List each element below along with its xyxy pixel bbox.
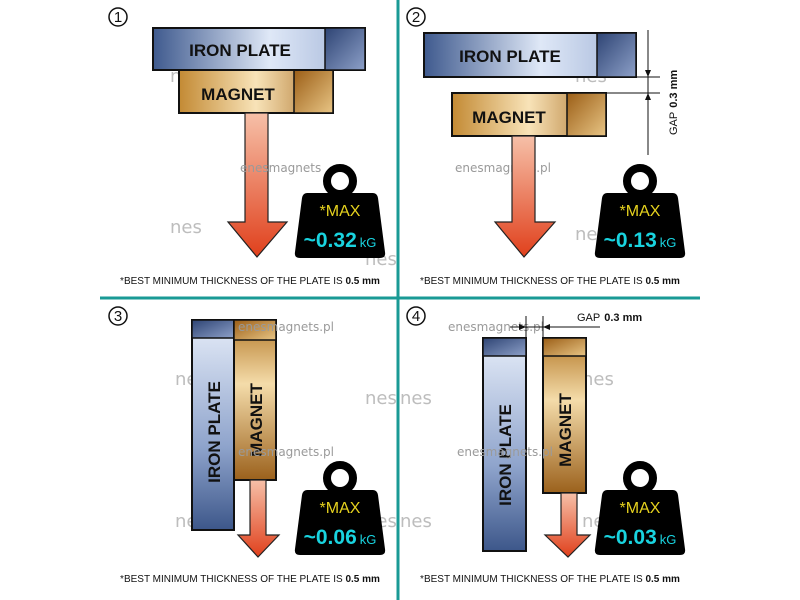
svg-text:MAGNET: MAGNET xyxy=(247,383,266,457)
panel-number-badge: 2 xyxy=(406,7,426,27)
svg-text:GAP0.3 mm: GAP0.3 mm xyxy=(577,312,642,324)
panel-1: 1 nes nes nes MAGNET IRON PLATE enesmagn… xyxy=(108,7,397,287)
footnote: *BEST MINIMUM THICKNESS OF THE PLATE IS … xyxy=(420,276,680,287)
magnet-block: MAGNET xyxy=(542,337,587,494)
svg-text:*MAX: *MAX xyxy=(620,500,661,517)
weight-icon: *MAX ~0.06 kG xyxy=(294,461,386,555)
gap-dimension: GAP0.3 mm xyxy=(606,30,680,155)
footnote: *BEST MINIMUM THICKNESS OF THE PLATE IS … xyxy=(120,276,380,287)
weight-icon: *MAX ~0.32 kG xyxy=(294,164,386,258)
footnote: *BEST MINIMUM THICKNESS OF THE PLATE IS … xyxy=(420,574,680,585)
watermark-text: enesmagnets.pl xyxy=(457,445,553,459)
iron-plate-block: IRON PLATE xyxy=(482,337,527,552)
iron-plate-block: IRON PLATE xyxy=(191,319,235,531)
magnet-block: MAGNET xyxy=(178,69,334,114)
weight-icon: *MAX ~0.03 kG xyxy=(594,461,686,555)
svg-text:1: 1 xyxy=(114,9,122,26)
panel-number-badge: 3 xyxy=(108,306,128,326)
svg-text:nes: nes xyxy=(400,388,432,409)
force-arrow xyxy=(236,479,281,558)
svg-text:4: 4 xyxy=(412,308,420,325)
watermark-text: enesmagnets.pl xyxy=(238,445,334,459)
panel-2: 2 nes nes enesmagnets.pl IRON PLATE MAGN… xyxy=(406,7,686,287)
magnet-block: MAGNET xyxy=(451,92,607,137)
svg-text:2: 2 xyxy=(412,9,420,26)
panel-number-badge: 4 xyxy=(406,306,426,326)
svg-text:MAGNET: MAGNET xyxy=(556,393,575,467)
watermark-text: enesmagnets.pl xyxy=(448,320,544,334)
svg-text:IRON PLATE: IRON PLATE xyxy=(189,41,291,60)
svg-text:nes: nes xyxy=(170,217,202,238)
weight-icon: *MAX ~0.13 kG xyxy=(594,164,686,258)
magnet-block: MAGNET xyxy=(233,319,277,481)
svg-text:nes: nes xyxy=(582,369,614,390)
svg-text:*MAX: *MAX xyxy=(320,500,361,517)
svg-text:*MAX: *MAX xyxy=(620,203,661,220)
svg-text:GAP0.3 mm: GAP0.3 mm xyxy=(668,70,680,135)
watermark-logo: nes nes nes nes xyxy=(400,369,614,532)
watermark-text: enesmagnets xyxy=(240,161,321,175)
iron-plate-block: IRON PLATE xyxy=(423,32,637,78)
watermark-text: enesmagnets.pl xyxy=(455,161,551,175)
svg-text:IRON PLATE: IRON PLATE xyxy=(496,404,515,506)
svg-text:IRON PLATE: IRON PLATE xyxy=(205,381,224,483)
panel-number-badge: 1 xyxy=(108,7,128,27)
svg-text:nes: nes xyxy=(365,388,397,409)
iron-plate-block: IRON PLATE xyxy=(152,27,366,71)
svg-text:3: 3 xyxy=(114,308,122,325)
svg-text:IRON PLATE: IRON PLATE xyxy=(459,47,561,66)
svg-text:nes: nes xyxy=(400,511,432,532)
force-arrow xyxy=(226,112,289,258)
panel-4: 4 nes nes nes nes enesmagnets.pl IRON PL… xyxy=(400,306,686,585)
svg-text:MAGNET: MAGNET xyxy=(201,85,275,104)
force-arrow xyxy=(543,492,592,558)
force-arrow xyxy=(493,135,557,258)
watermark-text: enesmagnets.pl xyxy=(238,320,334,334)
panel-3: 3 nes nes nes nes IRON PLATE MAGNET enes… xyxy=(108,306,397,585)
svg-text:*MAX: *MAX xyxy=(320,203,361,220)
footnote: *BEST MINIMUM THICKNESS OF THE PLATE IS … xyxy=(120,574,380,585)
svg-text:MAGNET: MAGNET xyxy=(472,108,546,127)
